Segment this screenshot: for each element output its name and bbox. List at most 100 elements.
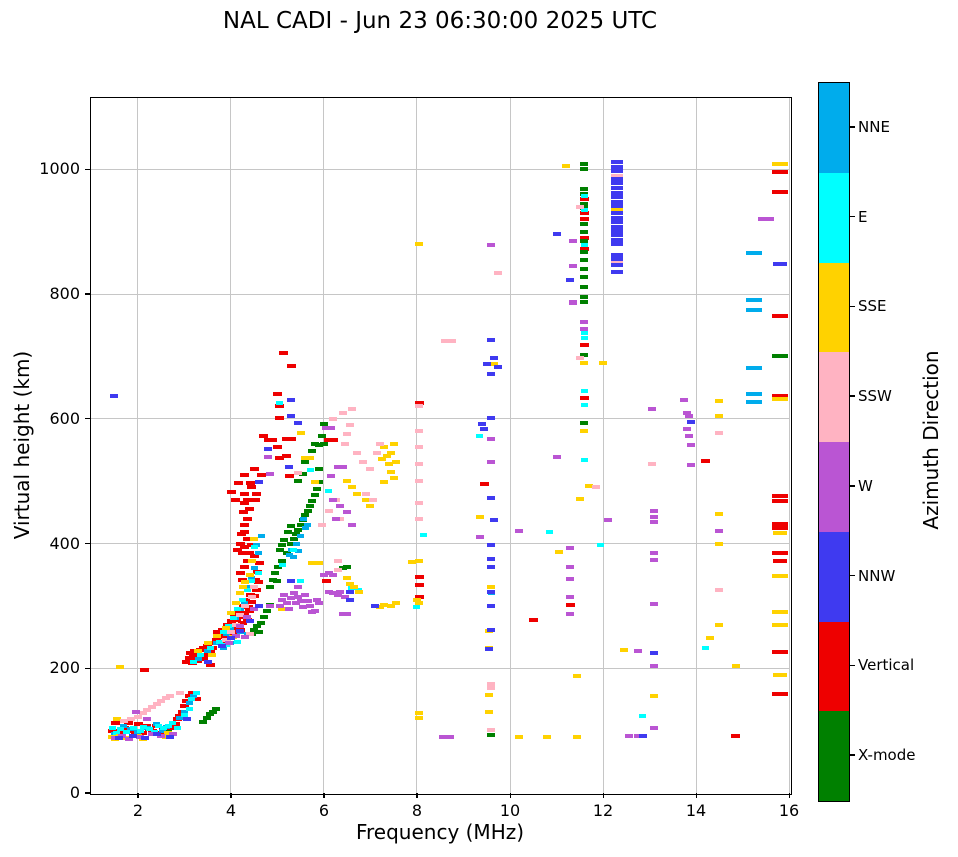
data-point-vertical — [213, 630, 223, 635]
data-point-nnw — [285, 465, 294, 470]
data-point-x-mode — [252, 623, 261, 628]
data-point-sse — [361, 497, 370, 502]
data-point-w — [650, 664, 659, 669]
data-point-w — [280, 592, 289, 597]
data-point-x-mode — [271, 571, 280, 576]
data-point-vertical — [238, 621, 248, 626]
data-point-x-mode — [580, 353, 589, 358]
data-point-sse — [650, 693, 659, 698]
data-point-nne — [746, 298, 763, 303]
data-point-sse — [772, 530, 787, 535]
data-point-w — [445, 734, 454, 739]
data-point-sse — [573, 734, 582, 739]
data-point-nnw — [254, 480, 263, 485]
data-point-nne — [194, 656, 202, 661]
data-point-w — [331, 516, 340, 521]
data-point-nne — [204, 648, 212, 653]
data-point-w — [343, 612, 352, 616]
data-point-w — [685, 433, 694, 438]
colorbar-category-label: X-mode — [858, 746, 916, 765]
data-point-x-mode — [283, 530, 292, 535]
data-point-e — [187, 697, 195, 702]
figure-title: NAL CADI - Jun 23 06:30:00 2025 UTC — [222, 8, 658, 34]
data-point-nnw — [610, 186, 623, 191]
data-point-e — [113, 731, 121, 736]
data-point-w — [287, 596, 296, 601]
data-point-e — [413, 605, 421, 610]
data-point-w — [347, 522, 356, 527]
data-point-nnw — [487, 603, 496, 608]
x-tick-label: 12 — [592, 801, 614, 820]
data-point-nne — [241, 600, 249, 605]
data-point-sse — [306, 456, 314, 461]
data-point-nnw — [772, 262, 787, 267]
data-point-x-mode — [580, 284, 589, 289]
data-point-w — [143, 717, 152, 722]
x-tick-mark — [137, 793, 139, 798]
x-gridline — [695, 97, 697, 793]
colorbar-segment-vertical — [819, 621, 849, 712]
data-point-sse — [301, 456, 310, 461]
x-tick-label: 2 — [132, 801, 143, 820]
data-point-w — [296, 598, 305, 603]
data-point-w — [324, 590, 333, 595]
data-point-vertical — [528, 617, 538, 622]
data-point-sse — [250, 536, 259, 541]
data-point-w — [294, 594, 303, 599]
data-point-ssw — [226, 630, 235, 635]
x-gridline — [509, 97, 511, 793]
data-point-w — [329, 497, 338, 502]
data-point-vertical — [189, 655, 199, 660]
data-point-nne — [746, 391, 763, 396]
data-point-vertical — [282, 454, 292, 459]
data-point-nne — [248, 575, 256, 580]
data-point-ssw — [294, 471, 303, 476]
data-point-vertical — [184, 656, 194, 661]
data-point-e — [129, 726, 137, 731]
data-point-nne — [257, 534, 265, 539]
colorbar — [818, 82, 850, 802]
data-point-e — [276, 401, 284, 406]
data-point-w — [157, 733, 166, 738]
data-point-vertical — [579, 247, 589, 252]
data-point-vertical — [275, 415, 285, 420]
data-point-sse — [194, 648, 203, 653]
data-point-w — [682, 410, 691, 415]
data-point-w — [301, 592, 310, 597]
data-point-nnw — [152, 732, 161, 737]
data-point-sse — [706, 636, 714, 641]
data-point-sse — [771, 622, 788, 627]
colorbar-tick — [849, 574, 855, 577]
data-point-sse — [112, 717, 121, 722]
data-point-sse — [415, 711, 424, 716]
data-point-sse — [164, 731, 173, 736]
data-point-x-mode — [308, 449, 317, 454]
x-tick-mark — [509, 793, 511, 798]
data-point-w — [136, 734, 145, 739]
data-point-nnw — [487, 557, 496, 562]
data-point-sse — [380, 480, 389, 485]
colorbar-tick — [849, 754, 855, 756]
data-point-w — [336, 590, 345, 595]
data-point-w — [680, 398, 689, 403]
x-tick-label: 16 — [778, 801, 800, 820]
data-point-nnw — [610, 169, 623, 174]
data-point-sse — [475, 514, 484, 519]
data-point-sse — [347, 485, 356, 490]
data-point-e — [185, 706, 193, 711]
data-point-nnw — [287, 398, 296, 403]
data-point-vertical — [252, 491, 261, 496]
x-tick-mark — [788, 793, 790, 798]
data-point-nne — [297, 534, 305, 539]
data-point-vertical — [272, 391, 282, 396]
data-point-x-mode — [274, 565, 283, 570]
data-point-w — [650, 557, 659, 562]
data-point-sse — [245, 572, 254, 577]
data-point-e — [580, 243, 588, 248]
data-point-vertical — [771, 169, 788, 174]
colorbar-segment-sse — [819, 262, 849, 353]
data-point-vertical — [240, 565, 250, 570]
data-point-ssw — [715, 431, 724, 436]
data-point-nnw — [489, 518, 498, 523]
data-point-nnw — [166, 734, 175, 739]
